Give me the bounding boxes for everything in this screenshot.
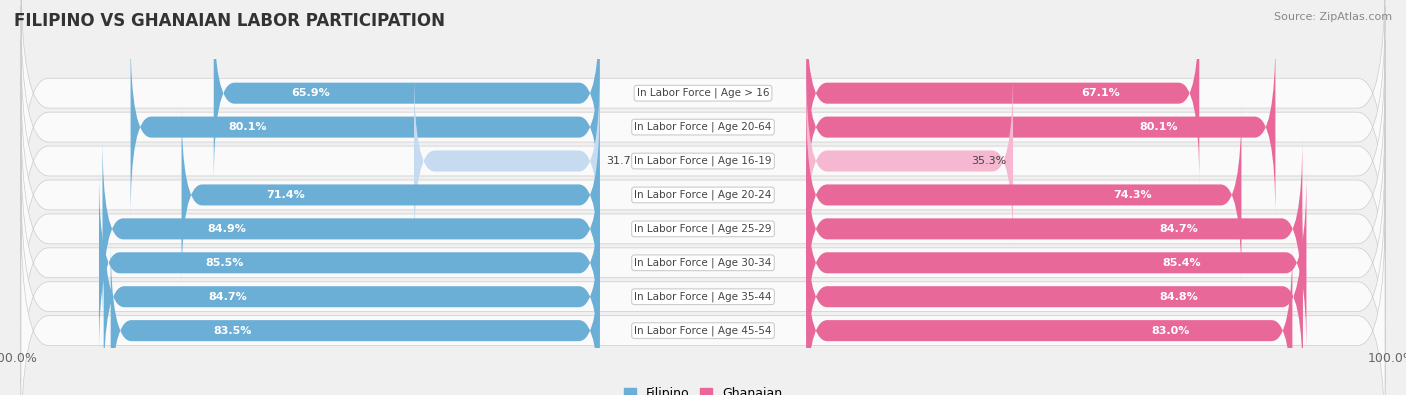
Text: 84.7%: 84.7% bbox=[1159, 224, 1198, 234]
FancyBboxPatch shape bbox=[21, 210, 1385, 395]
Text: 67.1%: 67.1% bbox=[1081, 88, 1121, 98]
Text: In Labor Force | Age 45-54: In Labor Force | Age 45-54 bbox=[634, 325, 772, 336]
FancyBboxPatch shape bbox=[807, 205, 1303, 388]
Text: 74.3%: 74.3% bbox=[1114, 190, 1152, 200]
FancyBboxPatch shape bbox=[104, 205, 599, 388]
Text: In Labor Force | Age 20-64: In Labor Force | Age 20-64 bbox=[634, 122, 772, 132]
FancyBboxPatch shape bbox=[807, 137, 1302, 320]
FancyBboxPatch shape bbox=[103, 137, 599, 320]
FancyBboxPatch shape bbox=[21, 40, 1385, 282]
FancyBboxPatch shape bbox=[807, 70, 1014, 252]
FancyBboxPatch shape bbox=[21, 176, 1385, 395]
FancyBboxPatch shape bbox=[214, 2, 599, 184]
Text: 31.7%: 31.7% bbox=[606, 156, 643, 166]
FancyBboxPatch shape bbox=[21, 6, 1385, 248]
Text: In Labor Force | Age 35-44: In Labor Force | Age 35-44 bbox=[634, 292, 772, 302]
FancyBboxPatch shape bbox=[807, 104, 1241, 286]
FancyBboxPatch shape bbox=[21, 74, 1385, 316]
FancyBboxPatch shape bbox=[807, 36, 1275, 218]
Text: 84.7%: 84.7% bbox=[208, 292, 247, 302]
Text: In Labor Force | Age 16-19: In Labor Force | Age 16-19 bbox=[634, 156, 772, 166]
Text: 84.8%: 84.8% bbox=[1160, 292, 1198, 302]
FancyBboxPatch shape bbox=[21, 108, 1385, 350]
Text: In Labor Force | Age 25-29: In Labor Force | Age 25-29 bbox=[634, 224, 772, 234]
FancyBboxPatch shape bbox=[807, 2, 1199, 184]
FancyBboxPatch shape bbox=[21, 0, 1385, 214]
FancyBboxPatch shape bbox=[111, 239, 599, 395]
Text: In Labor Force | Age > 16: In Labor Force | Age > 16 bbox=[637, 88, 769, 98]
FancyBboxPatch shape bbox=[413, 70, 599, 252]
Text: In Labor Force | Age 30-34: In Labor Force | Age 30-34 bbox=[634, 258, 772, 268]
Text: 83.0%: 83.0% bbox=[1152, 325, 1189, 336]
FancyBboxPatch shape bbox=[807, 171, 1306, 354]
Text: 35.3%: 35.3% bbox=[972, 156, 1007, 166]
Text: 85.5%: 85.5% bbox=[205, 258, 243, 268]
Legend: Filipino, Ghanaian: Filipino, Ghanaian bbox=[619, 382, 787, 395]
Text: FILIPINO VS GHANAIAN LABOR PARTICIPATION: FILIPINO VS GHANAIAN LABOR PARTICIPATION bbox=[14, 12, 446, 30]
Text: 80.1%: 80.1% bbox=[229, 122, 267, 132]
FancyBboxPatch shape bbox=[21, 142, 1385, 384]
Text: 71.4%: 71.4% bbox=[267, 190, 305, 200]
Text: 84.9%: 84.9% bbox=[207, 224, 246, 234]
FancyBboxPatch shape bbox=[181, 104, 599, 286]
Text: 83.5%: 83.5% bbox=[214, 325, 252, 336]
Text: In Labor Force | Age 20-24: In Labor Force | Age 20-24 bbox=[634, 190, 772, 200]
Text: Source: ZipAtlas.com: Source: ZipAtlas.com bbox=[1274, 12, 1392, 22]
Text: 80.1%: 80.1% bbox=[1139, 122, 1177, 132]
FancyBboxPatch shape bbox=[98, 171, 599, 354]
FancyBboxPatch shape bbox=[131, 36, 599, 218]
FancyBboxPatch shape bbox=[807, 239, 1292, 395]
Text: 85.4%: 85.4% bbox=[1163, 258, 1201, 268]
Text: 65.9%: 65.9% bbox=[291, 88, 329, 98]
